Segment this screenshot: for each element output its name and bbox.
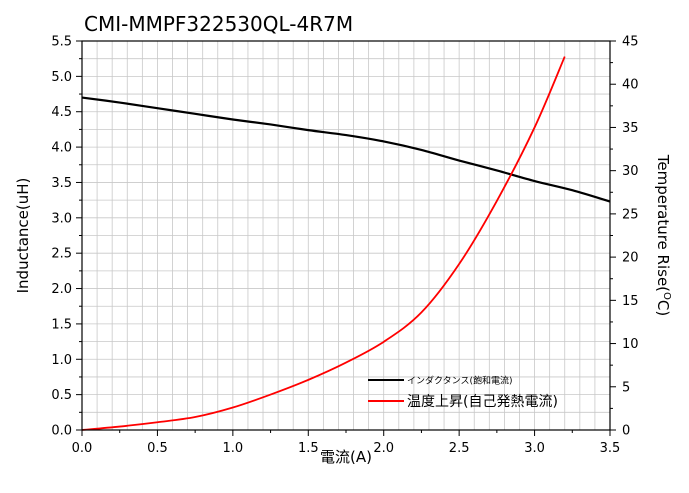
x-tick-label: 2.0: [373, 441, 394, 456]
x-tick-label: 0.5: [147, 441, 168, 456]
series-layer: [81, 56, 611, 431]
y2-tick-label: 5: [622, 380, 630, 395]
y2-tick-label: 15: [622, 294, 639, 309]
x-tick-label: 1.0: [223, 441, 244, 456]
y-tick-label: 2.0: [51, 282, 72, 297]
x-tick-label: 2.5: [449, 441, 470, 456]
y2-axis-title-main: Temperature Rise(: [654, 154, 672, 292]
y2-tick-label: 40: [622, 78, 639, 93]
y-tick-label: 3.0: [51, 211, 72, 226]
chart-title: CMI-MMPF322530QL-4R7M: [84, 12, 353, 36]
legend: インダクタンス(飽和電流) 温度上昇(自己発熱電流): [368, 375, 558, 410]
y2-tick-label: 30: [622, 164, 639, 179]
y-tick-label: 4.0: [51, 141, 72, 156]
y2-tick-label: 20: [622, 251, 639, 266]
inductance-series-line: [81, 96, 611, 203]
y-tick-label: 4.5: [51, 105, 72, 120]
y2-axis-title-unit: C): [654, 300, 672, 316]
legend-label: インダクタンス(飽和電流): [407, 375, 512, 387]
y2-tick-label: 25: [622, 207, 639, 222]
y-tick-label: 2.5: [51, 247, 72, 262]
y-tick-label: 0.0: [51, 424, 72, 439]
y2-tick-label: 35: [622, 121, 639, 136]
x-tick-label: 3.0: [524, 441, 545, 456]
y-tick-label: 5.5: [51, 35, 72, 50]
x-axis-title: 電流(A): [320, 448, 372, 466]
y-tick-label: 0.5: [51, 388, 72, 403]
y2-tick-label: 0: [622, 424, 630, 439]
x-tick-label: 3.5: [600, 441, 621, 456]
y-tick-label: 1.0: [51, 353, 72, 368]
y2-tick-label: 45: [622, 35, 639, 50]
y-tick-label: 1.5: [51, 317, 72, 332]
y-tick-label: 5.0: [51, 70, 72, 85]
y-axis-title: Inductance(uH): [14, 178, 32, 294]
grid: [82, 41, 610, 430]
ticks: 0.0 0.5 1.0 1.5 2.0 2.5 3.0 3.5 0.0 0.5 1.0 1.5 2.0 2…: [51, 35, 638, 457]
y-tick-label: 3.5: [51, 176, 72, 191]
legend-label: 温度上昇(自己発熱電流): [407, 394, 558, 410]
x-tick-label: 1.5: [298, 441, 319, 456]
y2-tick-label: 10: [622, 337, 639, 352]
x-tick-label: 0.0: [72, 441, 93, 456]
temperature-series-line: [81, 56, 566, 431]
y2-axis-title-degree: O: [661, 292, 672, 300]
y2-axis-title: Temperature Rise(OC): [654, 154, 672, 316]
